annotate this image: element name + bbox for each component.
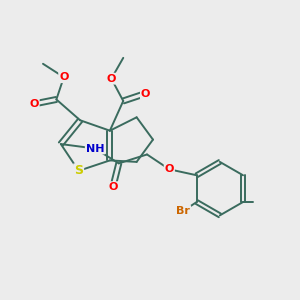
Text: S: S: [74, 164, 83, 177]
Text: O: O: [141, 88, 150, 98]
Text: O: O: [107, 74, 116, 84]
Text: O: O: [108, 182, 118, 192]
Text: O: O: [59, 72, 68, 82]
Text: O: O: [29, 99, 39, 109]
Text: O: O: [165, 164, 174, 174]
Text: Br: Br: [176, 206, 190, 216]
Text: NH: NH: [86, 143, 104, 154]
